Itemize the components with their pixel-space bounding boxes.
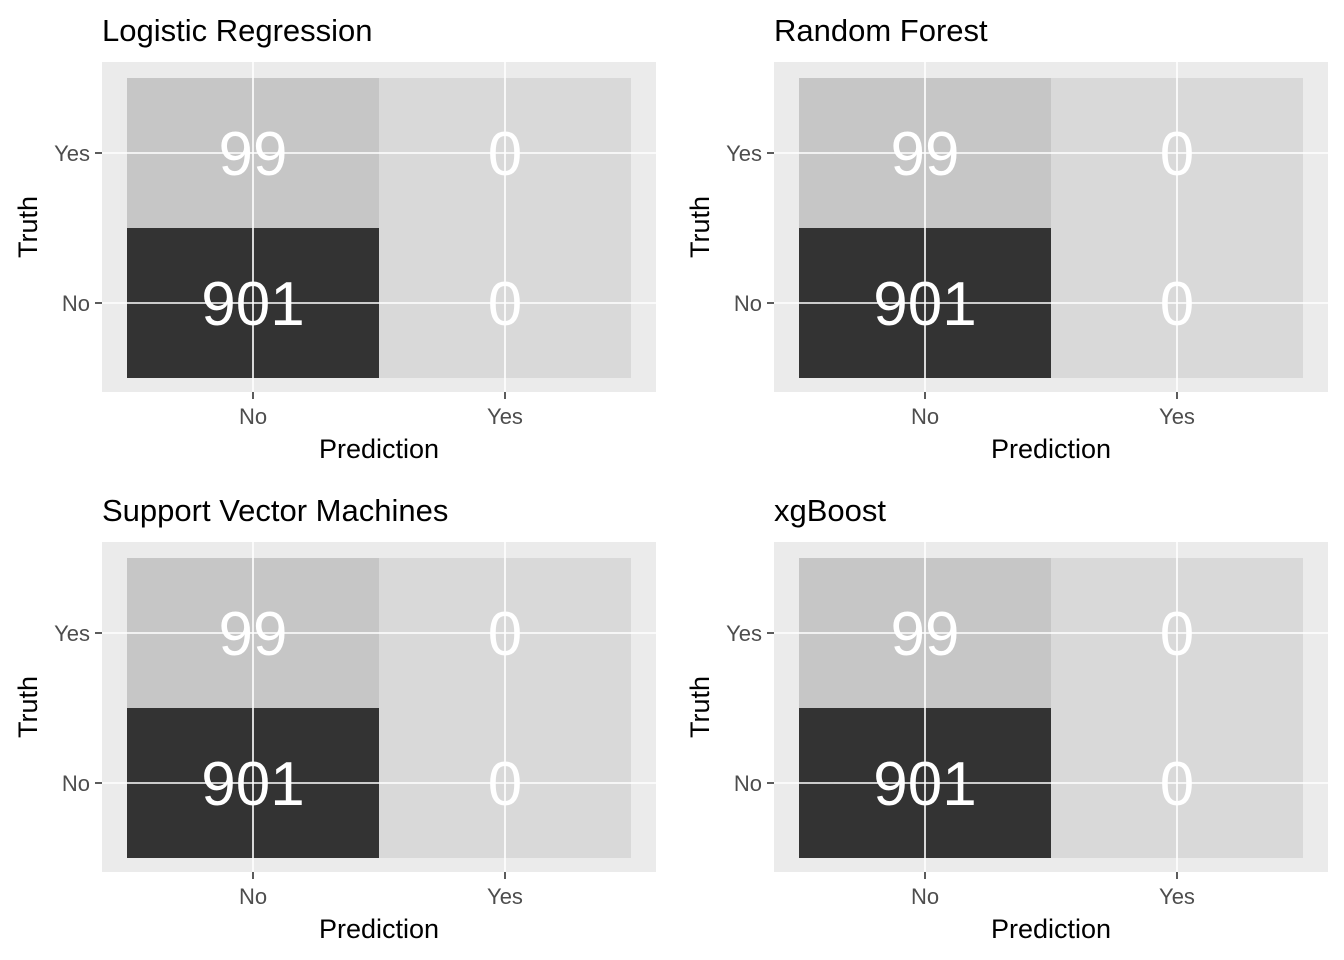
data-label: 901 bbox=[201, 750, 304, 819]
y-tick-label: No bbox=[734, 771, 762, 796]
x-tick-label: Yes bbox=[487, 404, 523, 429]
data-label: 99 bbox=[891, 600, 960, 669]
data-label: 99 bbox=[219, 120, 288, 189]
chart-panel-4: xgBoost 99 0 901 0 No Yes Yes No Prediction Truth bbox=[685, 493, 1328, 944]
x-tick-label: No bbox=[239, 404, 267, 429]
chart-panel-2: Random Forest 99 0 901 0 No Yes Yes No Prediction… bbox=[685, 13, 1328, 464]
y-tick-label: Yes bbox=[726, 141, 762, 166]
x-tick-label: Yes bbox=[1159, 884, 1195, 909]
data-label: 0 bbox=[488, 270, 522, 339]
data-label: 0 bbox=[1160, 750, 1194, 819]
chart-panel-3: Support Vector Machines 99 0 901 0 No Yes Yes No… bbox=[13, 493, 656, 944]
data-label: 0 bbox=[1160, 270, 1194, 339]
data-label: 0 bbox=[488, 120, 522, 189]
x-tick-label: Yes bbox=[1159, 404, 1195, 429]
chart-title: xgBoost bbox=[774, 493, 886, 528]
data-label: 0 bbox=[488, 600, 522, 669]
x-tick-label: Yes bbox=[487, 884, 523, 909]
data-label: 901 bbox=[873, 750, 976, 819]
y-axis-title: Truth bbox=[685, 196, 715, 258]
x-axis-title: Prediction bbox=[319, 434, 439, 464]
data-label: 901 bbox=[873, 270, 976, 339]
y-tick-label: No bbox=[734, 291, 762, 316]
data-label: 0 bbox=[1160, 120, 1194, 189]
y-tick-label: Yes bbox=[54, 141, 90, 166]
y-tick-label: No bbox=[62, 291, 90, 316]
data-label: 99 bbox=[891, 120, 960, 189]
chart-title: Random Forest bbox=[774, 13, 988, 48]
data-label: 901 bbox=[201, 270, 304, 339]
x-axis-title: Prediction bbox=[991, 914, 1111, 944]
x-tick-label: No bbox=[239, 884, 267, 909]
x-axis-title: Prediction bbox=[319, 914, 439, 944]
chart-panel-1: Logistic Regression 99 0 901 0 No Yes Yes No Pred… bbox=[13, 13, 656, 464]
chart-title: Logistic Regression bbox=[102, 13, 373, 48]
y-tick-label: Yes bbox=[54, 621, 90, 646]
x-axis-title: Prediction bbox=[991, 434, 1111, 464]
data-label: 0 bbox=[488, 750, 522, 819]
x-tick-label: No bbox=[911, 884, 939, 909]
data-label: 0 bbox=[1160, 600, 1194, 669]
y-tick-label: No bbox=[62, 771, 90, 796]
y-axis-title: Truth bbox=[13, 196, 43, 258]
y-axis-title: Truth bbox=[13, 676, 43, 738]
x-tick-label: No bbox=[911, 404, 939, 429]
y-tick-label: Yes bbox=[726, 621, 762, 646]
y-axis-title: Truth bbox=[685, 676, 715, 738]
data-label: 99 bbox=[219, 600, 288, 669]
chart-title: Support Vector Machines bbox=[102, 493, 448, 528]
